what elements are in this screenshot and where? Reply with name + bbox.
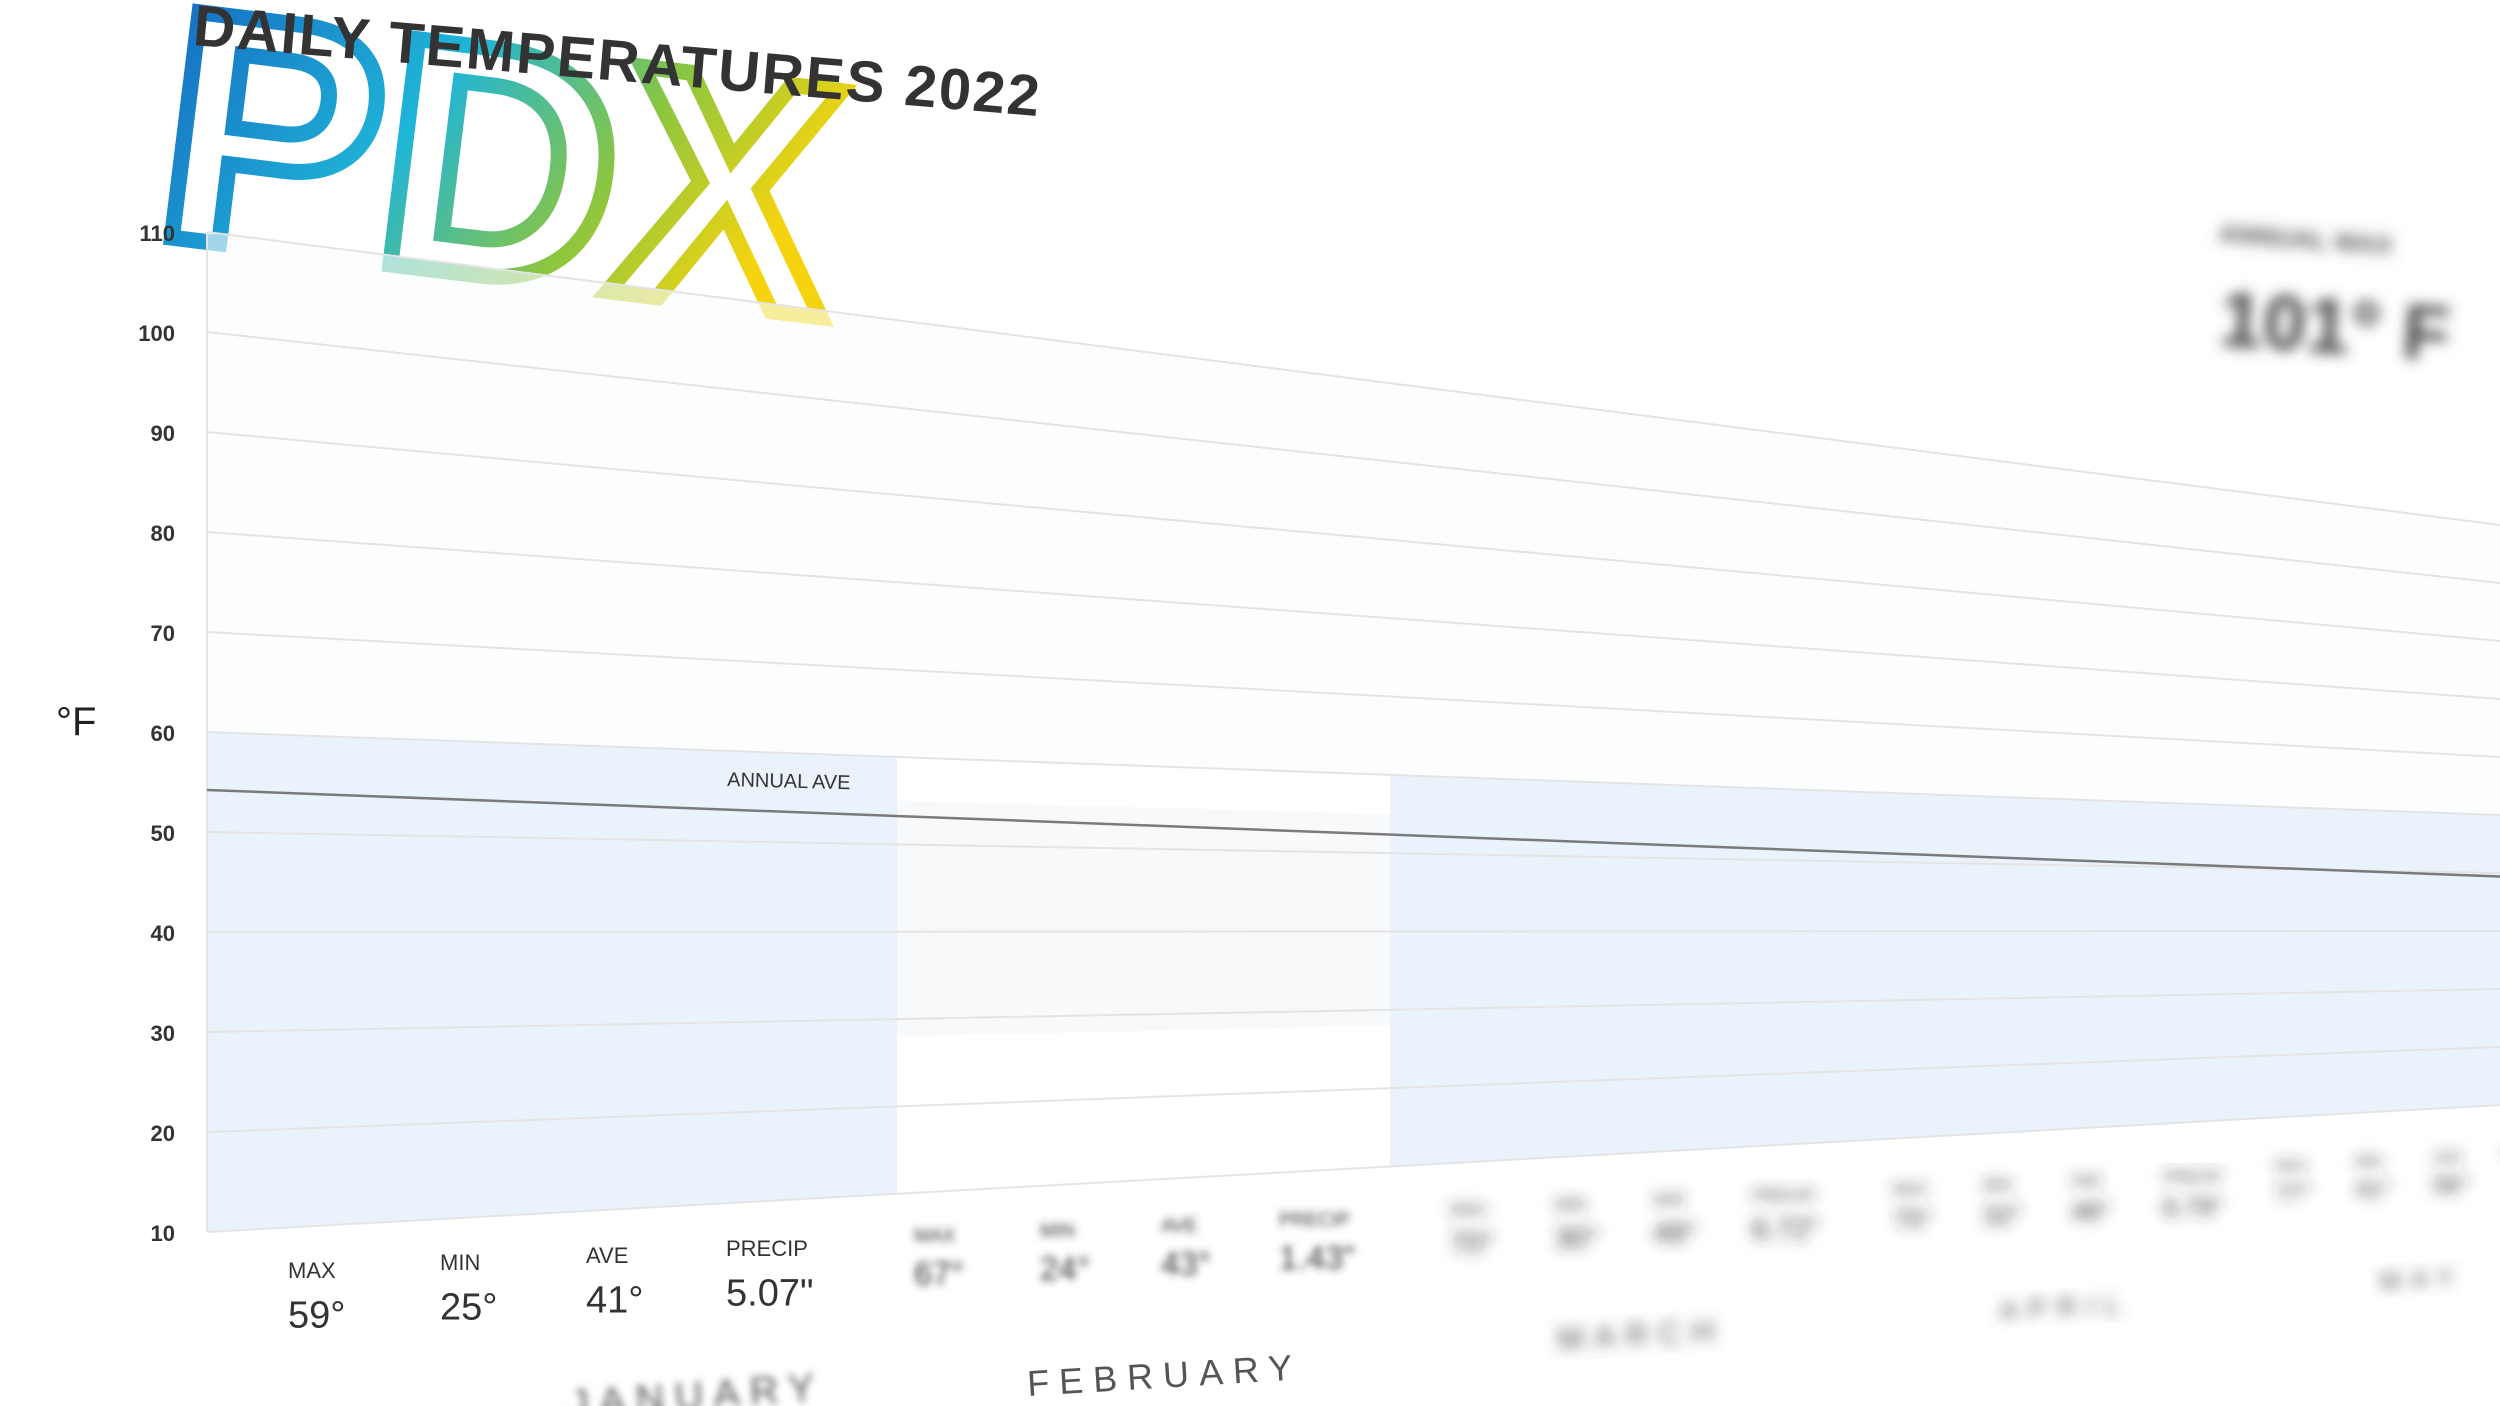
stat-value: 41° [586, 1279, 643, 1321]
stat-label: MIN [440, 1250, 480, 1275]
y-tick-label: 110 [140, 221, 176, 246]
month-stats-january: MAX 59° MIN 25° AVE 41° PRECIP 5.07" [288, 1236, 813, 1336]
stat-label: MAX [1893, 1181, 1928, 1198]
grid-line [206, 988, 2500, 1033]
stat-value: 6.79" [2163, 1192, 2223, 1222]
y-tick-label: 80 [151, 521, 175, 546]
month-label-may: MAY [2379, 1262, 2465, 1296]
stat-value: 56° [2433, 1172, 2469, 1199]
stat-label: MIN [1983, 1177, 2012, 1194]
month-bars-april [1861, 751, 2259, 970]
stat-value: 77° [2275, 1180, 2311, 1207]
stat-label: PRECIP [1752, 1186, 1815, 1205]
grid-line [206, 631, 2500, 758]
stat-label: AVE [2071, 1173, 2102, 1190]
grid-line [206, 331, 2500, 584]
month-bars-may [2270, 795, 2500, 937]
grid-line [206, 531, 2500, 700]
grid-line [206, 1104, 2500, 1233]
month-bars-january [255, 761, 885, 1086]
y-tick-label: 50 [151, 821, 175, 846]
y-axis: 110 100 90 80 70 60 50 40 30 20 10 [138, 221, 175, 1246]
stat-value: 70° [1450, 1228, 1494, 1260]
month-stats-april: MAX 75° MIN 32° AVE 48° PRECIP 6.79" [1893, 1169, 2223, 1234]
stat-value: 1.43" [1279, 1239, 1355, 1276]
y-tick-label: 70 [151, 621, 175, 646]
annual-max-label: ANNUAL MAX [2218, 218, 2395, 260]
chart-upper-band [207, 232, 2500, 815]
grid-line [206, 731, 2500, 816]
y-tick-label: 30 [151, 1021, 175, 1046]
stat-label: AVE [1653, 1190, 1686, 1209]
stat-label: AVE [2433, 1149, 2462, 1166]
stat-label: AVE [1161, 1216, 1198, 1237]
stat-label: MAX [1450, 1200, 1487, 1219]
stat-value: 75° [1893, 1204, 1932, 1234]
stat-value: 59° [288, 1294, 345, 1336]
month-bands [207, 232, 2500, 1232]
temperature-bars [255, 733, 2500, 1086]
month-bars-february [904, 733, 1376, 1048]
y-tick-label: 20 [151, 1121, 175, 1146]
stat-value: 30° [1555, 1223, 1599, 1255]
annual-summary: ANNUAL MAX 101° F [2217, 218, 2453, 378]
stat-label: MAX [288, 1258, 336, 1283]
stat-label: AVE [586, 1243, 628, 1268]
month-stats-march: MAX 70° MIN 30° AVE 49° PRECIP 6.72" [1450, 1186, 1819, 1260]
stat-label: MIN [1555, 1195, 1586, 1214]
stat-value: 67° [914, 1255, 964, 1292]
month-label-january: JANUARY [568, 1365, 826, 1406]
y-tick-label: 90 [151, 421, 175, 446]
stat-label: MIN [2355, 1153, 2383, 1170]
monthly-stats: MAX 59° MIN 25° AVE 41° PRECIP 5.07" MAX 67° MIN 24… [288, 1149, 2469, 1336]
stat-label: MIN [1040, 1221, 1075, 1242]
month-label-april: APRIL [1999, 1288, 2131, 1326]
stat-value: 41° [2355, 1176, 2391, 1203]
month-labels: JANUARY FEBRUARY MARCH APRIL MAY [568, 1262, 2465, 1406]
y-axis-unit-label: °F [56, 700, 96, 744]
annual-max-value: 101° F [2217, 274, 2453, 378]
stat-value: 25° [440, 1286, 497, 1328]
annual-average-line [206, 788, 2500, 878]
stat-label: MAX [914, 1226, 956, 1247]
y-tick-label: 100 [138, 321, 175, 346]
y-tick-label: 10 [151, 1221, 175, 1246]
stat-label: PRECIP [1279, 1210, 1350, 1231]
stat-label: PRECIP [2163, 1169, 2223, 1186]
y-tick-label: 60 [151, 721, 175, 746]
annual-average: ANNUAL AVE [206, 769, 2500, 878]
stat-label: MAX [2275, 1157, 2308, 1174]
month-label-february: FEBRUARY [1026, 1346, 1303, 1404]
stat-value: 48° [2071, 1196, 2110, 1226]
month-stats-february: MAX 67° MIN 24° AVE 43° PRECIP 1.43" [914, 1210, 1355, 1292]
stat-label: PRECIP [726, 1236, 808, 1261]
stat-value: 24° [1040, 1250, 1090, 1287]
annual-average-label: ANNUAL AVE [727, 769, 851, 794]
stat-value: 49° [1653, 1218, 1697, 1250]
month-label-march: MARCH [1556, 1312, 1725, 1357]
stat-value: 5.07" [726, 1272, 813, 1314]
stat-value: 43° [1161, 1245, 1211, 1282]
grid-line [206, 1046, 2500, 1133]
grid-line [206, 431, 2500, 642]
month-band-1 [207, 732, 897, 1232]
stat-value: 6.72" [1752, 1214, 1819, 1246]
y-tick-label: 40 [151, 921, 175, 946]
month-bars-march [1392, 763, 1848, 989]
stat-value: 32° [1983, 1200, 2022, 1230]
grid-line [206, 231, 2500, 526]
